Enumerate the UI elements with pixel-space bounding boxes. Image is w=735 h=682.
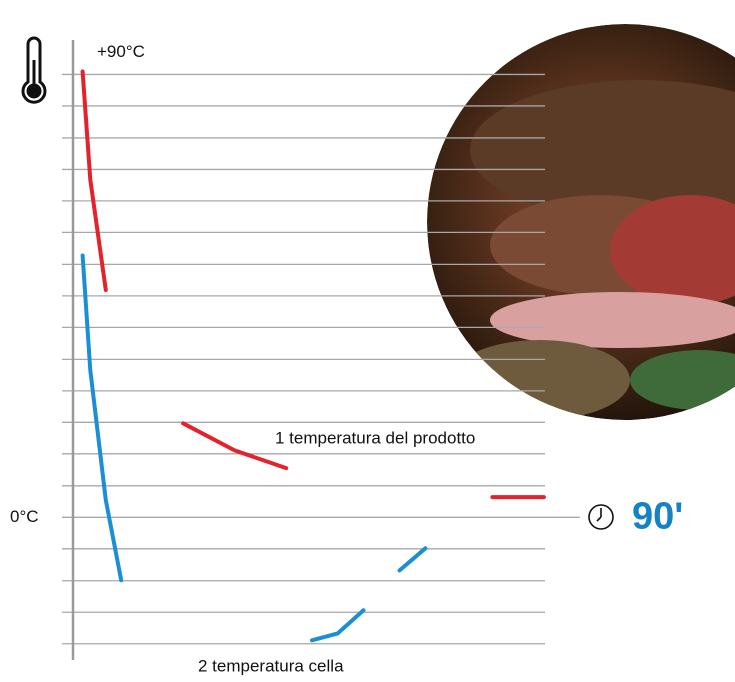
thermometer-icon xyxy=(21,36,47,104)
clock-icon xyxy=(588,504,614,530)
x-tick-label: 90' xyxy=(632,495,683,537)
series-line xyxy=(80,69,546,500)
series-label: 2 temperatura cella xyxy=(198,656,344,675)
series-label: 1 temperatura del prodotto xyxy=(275,428,475,447)
y-tick-label: +90°C xyxy=(97,42,145,61)
y-tick-label: 0°C xyxy=(10,507,39,526)
grid xyxy=(62,73,580,645)
food-photo xyxy=(427,24,735,420)
